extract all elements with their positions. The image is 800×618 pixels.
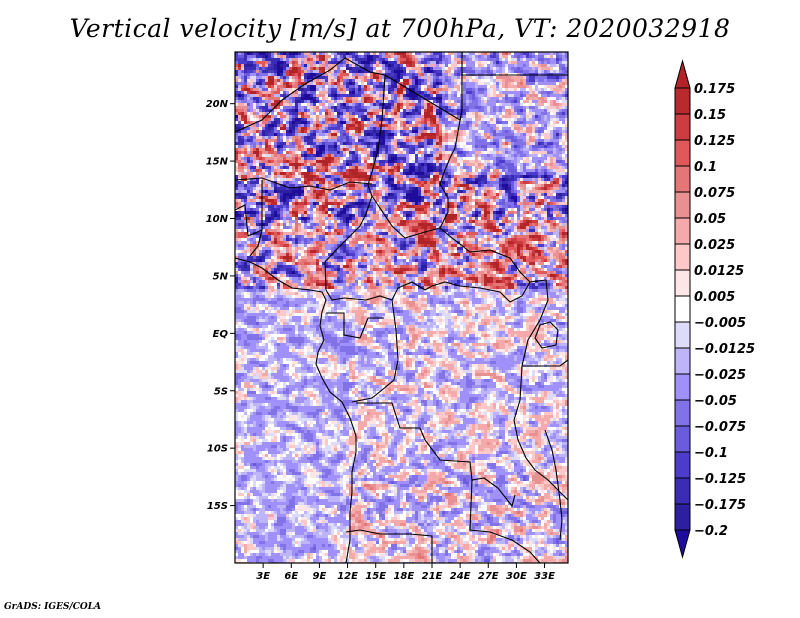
colorbar-label: 0.0125: [694, 264, 744, 279]
colorbar-box: [674, 87, 691, 115]
border-tanzania: [522, 359, 568, 367]
colorbar-box: [674, 113, 691, 141]
border-mali: [235, 204, 263, 237]
colorbar-box: [674, 399, 691, 427]
colorbar-label: 0.005: [694, 290, 735, 305]
x-tick-label: 6E: [284, 571, 298, 582]
y-tick-label: 10N: [206, 214, 229, 225]
border-malawi: [544, 429, 563, 541]
y-tick-label: 15N: [206, 157, 229, 168]
colorbar-box: [674, 269, 691, 297]
colorbar-box: [674, 477, 691, 505]
y-tick-label: 20N: [206, 99, 229, 110]
border-east-africa: [513, 279, 568, 501]
x-tick-label: 15E: [365, 571, 386, 582]
colorbar-box: [674, 347, 691, 375]
colorbar-label: −0.075: [694, 420, 746, 435]
border-lake-victoria: [534, 321, 559, 349]
colorbar-label: −0.025: [694, 368, 746, 383]
border-niger-nigeria: [235, 177, 373, 191]
velocity-field: [235, 52, 568, 563]
map-frame: [234, 51, 569, 564]
x-tick-label: 12E: [337, 571, 358, 582]
border-gabon: [326, 312, 384, 339]
colorbar-label: −0.175: [694, 498, 746, 513]
colorbar-box: [674, 425, 691, 453]
country-borders: [235, 52, 568, 563]
border-west-sahel: [249, 180, 263, 257]
colorbar-label: 0.075: [694, 186, 735, 201]
x-tick-label: 30E: [506, 571, 527, 582]
colorbar-label: 0.025: [694, 238, 735, 253]
colorbar-label: −0.2: [694, 524, 728, 539]
chart-title: Vertical velocity [m/s] at 700hPa, VT: 2…: [69, 14, 731, 43]
colorbar-label: −0.0125: [694, 342, 755, 357]
x-axis: 3E 6E 9E 12E 15E 18E 21E 24E 27E 30E 33E: [256, 563, 555, 582]
y-tick-label: 15S: [207, 501, 228, 512]
colorbar-box: [674, 373, 691, 401]
colorbar-box: [674, 451, 691, 479]
y-tick-label: 5N: [213, 271, 229, 282]
x-tick-label: 3E: [256, 571, 270, 582]
colorbar-label: 0.1: [694, 160, 717, 175]
colorbar-box: [674, 243, 691, 271]
colorbar-extend-bottom: [674, 529, 691, 559]
colorbar-box: [674, 165, 691, 193]
border-chad-sudan: [439, 157, 461, 245]
border-libya-egypt: [449, 52, 463, 159]
colorbar-label: −0.125: [694, 472, 746, 487]
x-tick-label: 21E: [422, 571, 443, 582]
colorbar-extend-top: [674, 59, 691, 89]
border-niger-chad: [367, 74, 386, 197]
grads-credit: GrADS: IGES/COLA: [4, 602, 102, 612]
colorbar-label: 0.125: [694, 134, 735, 149]
border-zambia: [469, 479, 541, 563]
border-angola-south: [345, 529, 433, 563]
x-tick-label: 24E: [450, 571, 471, 582]
y-tick-label: 5S: [214, 386, 228, 397]
colorbar-label: −0.1: [694, 446, 728, 461]
y-tick-label: EQ: [213, 329, 229, 340]
y-tick-label: 10S: [207, 444, 228, 455]
colorbar-box: [674, 321, 691, 349]
coastline-west-africa: [235, 257, 357, 563]
x-tick-label: 33E: [534, 571, 555, 582]
colorbar-label: 0.175: [694, 82, 735, 97]
colorbar: 0.175 0.15 0.125 0.1 0.075 0.05 0.025 0.0125 0.0…: [674, 59, 755, 559]
x-tick-label: 27E: [478, 571, 499, 582]
colorbar-box: [674, 139, 691, 167]
border-car-south: [391, 279, 547, 303]
border-cameroon: [324, 195, 393, 301]
colorbar-box: [674, 191, 691, 219]
x-tick-label: 18E: [393, 571, 414, 582]
colorbar-box: [674, 295, 691, 323]
colorbar-label: 0.05: [694, 212, 726, 227]
border-car-north: [371, 195, 441, 239]
border-congo: [351, 299, 399, 403]
colorbar-label: −0.05: [694, 394, 737, 409]
y-axis: 20N 15N 10N 5N EQ 5S 10S 15S: [206, 99, 235, 512]
colorbar-label: −0.005: [694, 316, 746, 331]
border-drc-angola: [356, 402, 516, 508]
x-tick-label: 9E: [313, 571, 327, 582]
border-sahel-1: [235, 57, 386, 133]
colorbar-label: 0.15: [694, 108, 726, 123]
border-sudan-south: [459, 243, 531, 283]
colorbar-box: [674, 217, 691, 245]
colorbar-box: [674, 503, 691, 531]
